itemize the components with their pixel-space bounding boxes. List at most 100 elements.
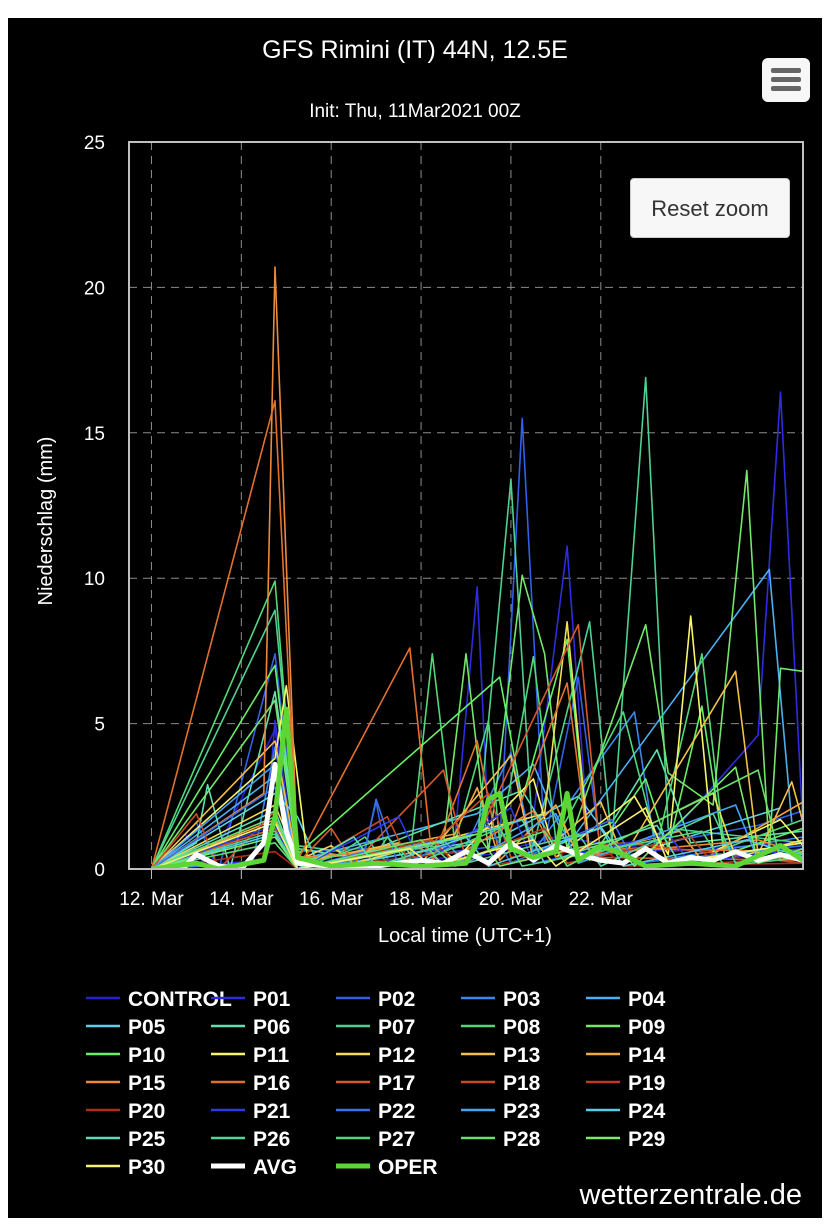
legend-item-p22[interactable]: P22 (336, 1100, 415, 1123)
legend-item-avg[interactable]: AVG (211, 1156, 297, 1179)
legend-label: P22 (378, 1100, 415, 1123)
legend-item-p17[interactable]: P17 (336, 1072, 415, 1095)
legend-label: P29 (628, 1128, 665, 1151)
y-tick-label: 15 (84, 424, 105, 445)
legend-item-p24[interactable]: P24 (586, 1100, 666, 1123)
series-line-p24[interactable] (151, 827, 804, 869)
legend-label: P07 (378, 1016, 415, 1039)
legend-item-p10[interactable]: P10 (86, 1044, 165, 1067)
series-line-p15[interactable] (151, 266, 804, 869)
y-axis: 0 5 10 15 20 25 (84, 133, 105, 881)
chart-container: GFS Rimini (IT) 44N, 12.5E Init: Thu, 11… (8, 18, 822, 1218)
legend-item-p01[interactable]: P01 (211, 988, 291, 1011)
hamburger-menu-icon (771, 77, 801, 82)
legend-label: AVG (253, 1156, 297, 1179)
legend-label: P28 (503, 1128, 541, 1151)
plot-border (128, 141, 804, 870)
legend-label: P25 (128, 1128, 166, 1151)
legend-label: P23 (503, 1100, 540, 1123)
legend-label: P10 (128, 1044, 165, 1067)
series-group (150, 266, 804, 869)
x-tick-label: 16. Mar (299, 889, 364, 910)
legend-label: P11 (253, 1044, 290, 1067)
legend-label: P26 (253, 1128, 290, 1151)
legend-label: P15 (128, 1072, 166, 1095)
legend-label: P09 (628, 1016, 665, 1039)
plot-area (150, 266, 804, 869)
legend-item-p28[interactable]: P28 (461, 1128, 541, 1151)
series-line-p28[interactable] (151, 769, 804, 869)
legend-item-p03[interactable]: P03 (461, 988, 540, 1011)
legend-label: P24 (628, 1100, 666, 1123)
precipitation-chart: GFS Rimini (IT) 44N, 12.5E Init: Thu, 11… (35, 36, 804, 1179)
legend-label: P18 (503, 1072, 541, 1095)
legend-label: P02 (378, 988, 415, 1011)
series-line-p02[interactable] (150, 417, 804, 869)
legend-item-p09[interactable]: P09 (586, 1016, 665, 1039)
legend-item-p06[interactable]: P06 (211, 1016, 290, 1039)
legend-item-p14[interactable]: P14 (586, 1044, 666, 1067)
x-tick-label: 14. Mar (209, 889, 274, 910)
legend-label: OPER (378, 1156, 438, 1179)
legend-item-p26[interactable]: P26 (211, 1128, 290, 1151)
series-line-p30[interactable] (151, 807, 804, 869)
hamburger-menu-icon (771, 86, 801, 91)
series-line-avg[interactable] (151, 761, 804, 869)
y-tick-label: 25 (84, 133, 105, 154)
series-line-oper[interactable] (151, 706, 804, 869)
series-line-p27[interactable] (151, 827, 804, 869)
legend-item-p02[interactable]: P02 (336, 988, 415, 1011)
legend-item-p04[interactable]: P04 (586, 988, 666, 1011)
legend-item-control[interactable]: CONTROL (86, 988, 232, 1011)
legend-label: P17 (378, 1072, 415, 1095)
y-tick-label: 5 (94, 715, 105, 736)
legend-item-p23[interactable]: P23 (461, 1100, 540, 1123)
legend-label: P12 (378, 1044, 415, 1067)
legend-item-p08[interactable]: P08 (461, 1016, 541, 1039)
legend-item-p27[interactable]: P27 (336, 1128, 415, 1151)
legend-label: P04 (628, 988, 666, 1011)
legend-label: CONTROL (128, 988, 232, 1011)
legend-label: P16 (253, 1072, 290, 1095)
legend-label: P14 (628, 1044, 666, 1067)
legend-item-p29[interactable]: P29 (586, 1128, 665, 1151)
series-line-p25[interactable] (151, 809, 804, 869)
legend-item-p05[interactable]: P05 (86, 1016, 166, 1039)
legend-item-p07[interactable]: P07 (336, 1016, 415, 1039)
legend-label: P13 (503, 1044, 540, 1067)
legend-label: P03 (503, 988, 540, 1011)
chart-menu-button[interactable] (762, 58, 810, 102)
x-tick-label: 22. Mar (569, 889, 634, 910)
legend: CONTROL P01 P02 P03 P04 P05 P06 P07 P08 P09 P10 P11… (86, 988, 666, 1179)
legend-item-p16[interactable]: P16 (211, 1072, 290, 1095)
legend-item-p25[interactable]: P25 (86, 1128, 166, 1151)
legend-item-p11[interactable]: P11 (211, 1044, 290, 1067)
legend-label: P08 (503, 1016, 541, 1039)
legend-label: P06 (253, 1016, 290, 1039)
x-axis-title: Local time (UTC+1) (378, 925, 552, 947)
legend-item-p18[interactable]: P18 (461, 1072, 541, 1095)
y-tick-label: 20 (84, 278, 105, 299)
legend-item-oper[interactable]: OPER (336, 1156, 438, 1179)
legend-label: P21 (253, 1100, 291, 1123)
x-tick-label: 12. Mar (119, 889, 184, 910)
legend-label: P30 (128, 1156, 165, 1179)
legend-item-p13[interactable]: P13 (461, 1044, 540, 1067)
x-axis: 12. Mar 14. Mar 16. Mar 18. Mar 20. Mar 22. M… (119, 869, 634, 910)
legend-item-p19[interactable]: P19 (586, 1072, 665, 1095)
legend-item-p20[interactable]: P20 (86, 1100, 165, 1123)
hamburger-menu-icon (771, 68, 801, 73)
chart-title: GFS Rimini (IT) 44N, 12.5E (262, 36, 568, 64)
legend-item-p30[interactable]: P30 (86, 1156, 165, 1179)
legend-item-p15[interactable]: P15 (86, 1072, 166, 1095)
reset-zoom-button[interactable]: Reset zoom (630, 178, 790, 238)
legend-label: P01 (253, 988, 291, 1011)
chart-subtitle: Init: Thu, 11Mar2021 00Z (309, 101, 521, 122)
y-tick-label: 10 (84, 569, 105, 590)
legend-label: P20 (128, 1100, 165, 1123)
x-tick-label: 20. Mar (479, 889, 544, 910)
x-tick-label: 18. Mar (389, 889, 454, 910)
legend-item-p12[interactable]: P12 (336, 1044, 415, 1067)
y-tick-label: 0 (94, 860, 105, 881)
legend-item-p21[interactable]: P21 (211, 1100, 291, 1123)
